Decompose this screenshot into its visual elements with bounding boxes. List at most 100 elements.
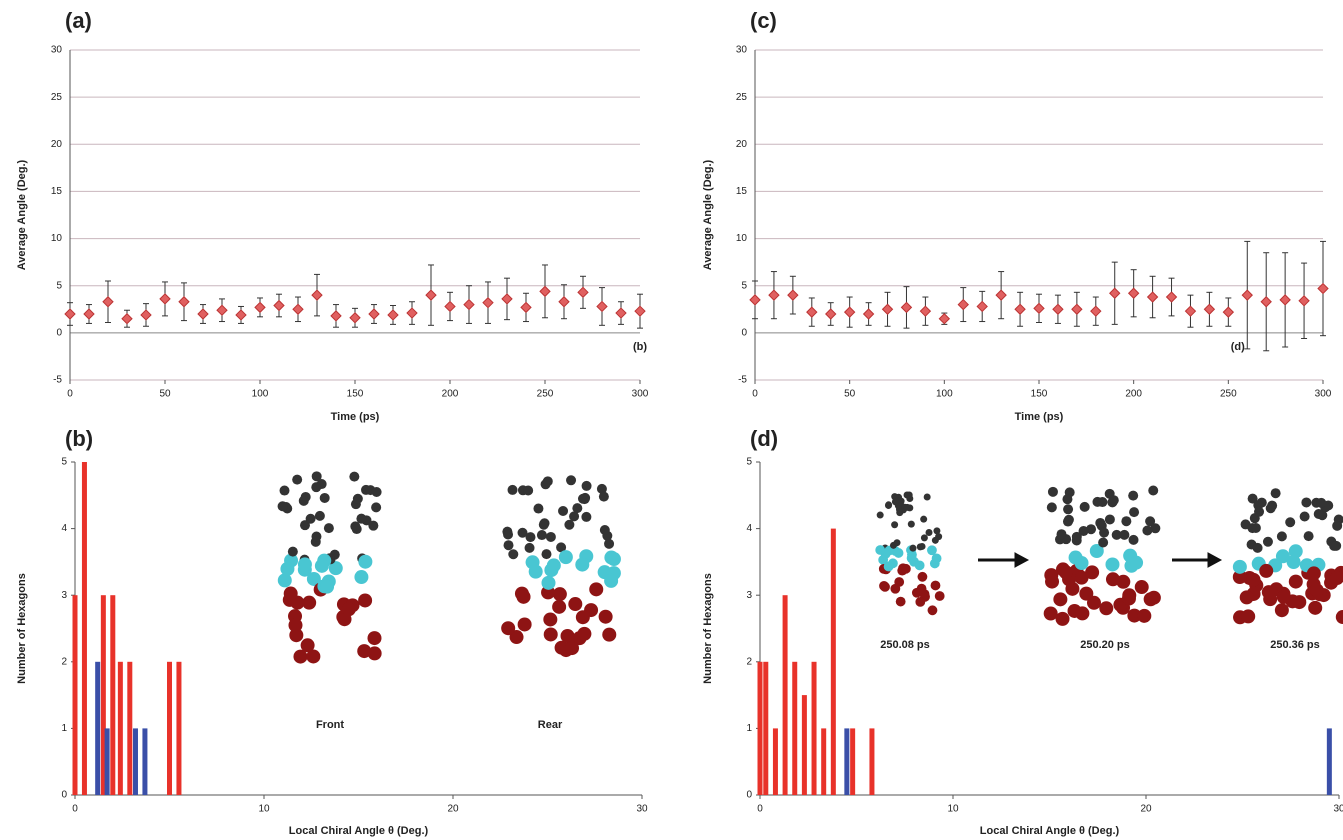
y-tick-label: 0 <box>746 790 752 801</box>
atom <box>1099 527 1110 538</box>
point <box>1279 294 1291 306</box>
point <box>482 296 494 309</box>
atom <box>543 612 558 627</box>
atom <box>934 591 945 601</box>
point <box>749 294 761 306</box>
atom <box>1247 493 1258 504</box>
y-axis-label: Average Angle (Deg.) <box>16 159 28 270</box>
atom <box>1276 590 1291 605</box>
bar <box>142 728 148 795</box>
atom <box>1075 606 1090 621</box>
bar <box>117 661 123 795</box>
atom <box>503 540 514 551</box>
panel-title: (d) <box>750 426 778 451</box>
atom <box>598 491 609 502</box>
atom <box>1301 497 1312 508</box>
point <box>292 303 304 315</box>
point <box>787 289 799 301</box>
y-tick-label: 1 <box>61 723 67 734</box>
point <box>558 296 570 308</box>
atom <box>891 498 899 506</box>
atom <box>1288 574 1303 589</box>
atom <box>311 482 322 493</box>
atom <box>565 641 580 656</box>
atom <box>507 484 518 495</box>
atom <box>501 621 516 636</box>
atom <box>606 552 621 567</box>
point <box>1260 296 1272 308</box>
point <box>235 309 247 321</box>
atom <box>1331 540 1342 551</box>
atom <box>320 579 335 594</box>
y-tick-label: 10 <box>51 233 63 244</box>
atom <box>298 495 309 506</box>
y-tick-label: 5 <box>61 457 67 468</box>
atom <box>1074 555 1089 570</box>
atom <box>876 511 884 519</box>
atom <box>358 554 373 569</box>
point <box>501 293 513 305</box>
atom <box>1252 542 1263 553</box>
atom <box>1071 531 1082 542</box>
atom <box>1309 583 1324 598</box>
atom <box>1089 543 1104 558</box>
atom <box>894 577 905 587</box>
point <box>1109 287 1121 299</box>
atom <box>1105 557 1120 572</box>
point <box>1184 305 1197 317</box>
point <box>273 299 285 312</box>
y-tick-label: 5 <box>741 280 747 291</box>
point <box>1222 306 1235 318</box>
y-axis-label: Number of Hexagons <box>702 573 714 684</box>
atom <box>1299 511 1310 522</box>
point <box>1203 303 1216 315</box>
y-tick-label: 30 <box>736 45 748 56</box>
atom <box>523 485 534 496</box>
y-tick-label: 20 <box>736 139 748 150</box>
point <box>919 305 932 317</box>
atom <box>596 483 607 494</box>
atom <box>1308 600 1323 615</box>
atom <box>305 513 316 524</box>
atom <box>558 550 573 565</box>
atom <box>371 502 382 513</box>
y-tick-label: -5 <box>738 375 747 386</box>
atom <box>1254 506 1265 517</box>
atom <box>311 531 322 542</box>
molecule-illustrations <box>277 471 1343 664</box>
atom <box>558 506 569 517</box>
atom <box>895 596 906 607</box>
panel-title: (a) <box>65 8 92 33</box>
atom <box>1078 526 1089 537</box>
atom <box>1148 485 1159 496</box>
atom <box>552 587 567 602</box>
atom <box>546 558 561 573</box>
atom <box>525 532 536 543</box>
bar <box>869 728 875 795</box>
atom <box>1274 603 1289 618</box>
x-tick-label: 30 <box>636 804 648 815</box>
atom <box>875 545 886 555</box>
atom <box>1276 531 1287 542</box>
y-tick-label: 15 <box>51 186 63 197</box>
y-tick-label: 0 <box>56 327 62 338</box>
atom <box>1045 574 1060 589</box>
y-tick-label: 25 <box>736 92 748 103</box>
y-tick-label: 4 <box>746 523 752 534</box>
point <box>216 304 228 316</box>
x-tick-label: 100 <box>936 389 953 400</box>
x-tick-label: 250 <box>537 389 554 400</box>
x-tick-label: 300 <box>1315 389 1332 400</box>
atom <box>1128 534 1139 545</box>
x-tick-label: 0 <box>757 804 763 815</box>
y-tick-label: 5 <box>56 280 62 291</box>
atom <box>299 520 310 531</box>
bar <box>772 728 778 795</box>
atom <box>368 520 379 531</box>
point <box>957 298 969 311</box>
atom <box>319 492 330 503</box>
y-tick-label: 4 <box>61 523 67 534</box>
y-tick-label: 3 <box>746 590 752 601</box>
bar <box>821 728 827 795</box>
point <box>1241 289 1253 301</box>
